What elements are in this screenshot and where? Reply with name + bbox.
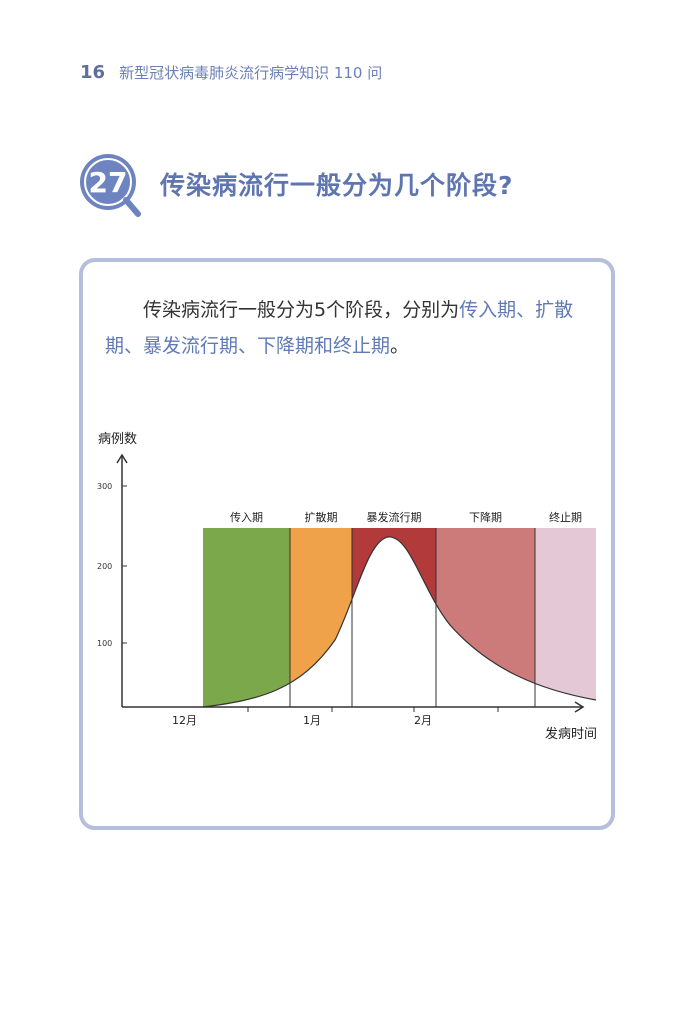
x-axis-arrow	[574, 701, 585, 713]
question-title: 传染病流行一般分为几个阶段?	[160, 171, 514, 200]
x-tick-label: 1月	[303, 714, 321, 727]
answer-box: 传染病流行一般分为5个阶段，分别为传入期、扩散期、暴发流行期、下降期和终止期。	[79, 258, 615, 830]
x-tick-label: 2月	[414, 714, 432, 727]
stage-label-1: 传入期	[230, 511, 263, 524]
answer-paragraph: 传染病流行一般分为5个阶段，分别为传入期、扩散期、暴发流行期、下降期和终止期。	[105, 292, 605, 364]
stage-label-5: 终止期	[549, 510, 582, 524]
epidemic-curve	[202, 536, 597, 708]
answer-lead: 传染病流行一般分为5个阶段，分别为	[143, 299, 460, 321]
answer-stages-2: 暴发流行期、下降期和终止期	[143, 335, 391, 357]
running-header: 16 新型冠状病毒肺炎流行病学知识 110 问	[80, 62, 382, 83]
stage-label-4: 下降期	[469, 510, 502, 524]
y-axis-label: 病例数	[98, 432, 137, 447]
y-axis-arrow	[116, 453, 128, 464]
y-tick-label: 200	[97, 562, 112, 571]
stage-band-5	[535, 528, 596, 707]
question-number: 27	[88, 165, 128, 199]
answer-stages-1: 传入期、扩散期、	[105, 299, 574, 357]
y-tick-label: 100	[97, 639, 112, 648]
magnifier-icon	[80, 154, 141, 217]
y-tick-label: 300	[97, 482, 112, 491]
epidemic-curve-area	[203, 536, 596, 707]
page-number: 16	[80, 62, 106, 83]
answer-tail: 。	[390, 335, 410, 357]
stage-label-2: 扩散期	[305, 510, 338, 524]
question-heading: 27 传染病流行一般分为几个阶段?	[78, 152, 514, 217]
book-title: 新型冠状病毒肺炎流行病学知识 110 问	[119, 64, 383, 82]
stage-label-3: 暴发流行期	[367, 510, 422, 524]
x-tick-label: 12月	[172, 714, 197, 727]
stage-band-1	[203, 528, 290, 707]
question-number-badge: 27	[78, 152, 142, 217]
x-axis-label: 发病时间	[545, 726, 597, 742]
